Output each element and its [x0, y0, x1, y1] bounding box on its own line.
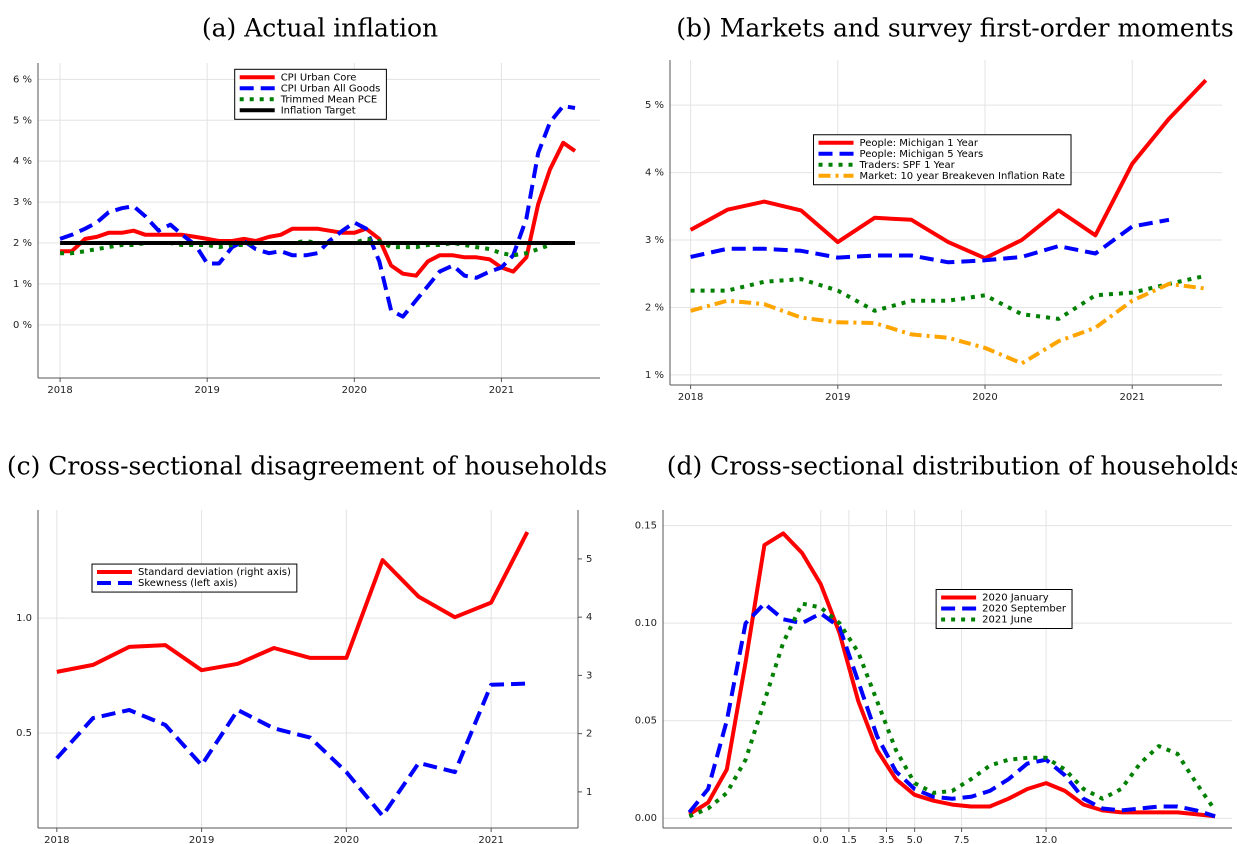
series-line	[55, 681, 528, 818]
series-line	[690, 273, 1207, 321]
y-tick-label: 4 %	[645, 168, 664, 179]
legend-box	[91, 563, 298, 593]
series-line	[56, 531, 530, 674]
legend-label: Traders: SPF 1 Year	[859, 160, 956, 171]
legend-label: 2020 September	[982, 604, 1067, 615]
chart-title: (d) Cross-sectional distribution of hous…	[667, 452, 1237, 481]
y-tick-label: 6 %	[13, 74, 32, 85]
y2-tick-label: 1	[586, 787, 592, 798]
series-line	[688, 531, 1216, 819]
chart-title: (a) Actual inflation	[202, 14, 438, 43]
y2-tick-label: 3	[586, 670, 592, 681]
y-tick-label: 2 %	[13, 238, 32, 249]
x-tick-label: 2018	[678, 392, 703, 403]
x-tick-label: 12.0	[1035, 835, 1057, 844]
x-tick-label: 5.0	[907, 835, 923, 844]
y-tick-label: 2 %	[645, 302, 664, 313]
legend-label: Trimmed Mean PCE	[280, 94, 377, 105]
x-tick-label: 2021	[478, 835, 503, 844]
y-tick-label: 0.10	[635, 618, 657, 629]
chart-title: (c) Cross-sectional disagreement of hous…	[7, 452, 607, 481]
x-tick-label: 2020	[342, 385, 367, 396]
legend-label: 2020 January	[982, 593, 1049, 604]
series-line	[60, 140, 577, 278]
legend-box	[813, 134, 1072, 186]
series-line	[690, 281, 1207, 366]
y-tick-label: 0.15	[635, 521, 657, 532]
legend-label: Market: 10 year Breakeven Inflation Rate	[860, 171, 1066, 182]
legend-label: Standard deviation (right axis)	[138, 567, 291, 578]
y-tick-label: 5 %	[13, 115, 32, 126]
legend-label: 2021 June	[982, 615, 1032, 626]
y-tick-label: 5 %	[645, 100, 664, 111]
x-tick-label: 2019	[825, 392, 850, 403]
x-tick-label: 7.5	[954, 835, 970, 844]
y-tick-label: 4 %	[13, 156, 32, 167]
y-tick-label: 1 %	[645, 370, 664, 381]
series-line	[687, 601, 1216, 819]
y-tick-label: 0 %	[13, 320, 32, 331]
series-line	[59, 104, 576, 319]
y-tick-label: 1.0	[16, 613, 32, 624]
legend-label: CPI Urban Core	[281, 72, 357, 83]
y2-tick-label: 2	[586, 729, 592, 740]
x-tick-label: 2021	[489, 385, 514, 396]
x-tick-label: 2018	[47, 385, 72, 396]
legend-label: CPI Urban All Goods	[281, 83, 381, 94]
legend-label: Skewness (left axis)	[138, 578, 238, 589]
y2-tick-label: 4	[586, 612, 592, 623]
x-tick-label: 3.5	[879, 835, 895, 844]
x-tick-label: 1.5	[841, 835, 857, 844]
legend-label: People: Michigan 1 Year	[860, 138, 979, 149]
legend-label: Inflation Target	[281, 105, 356, 116]
x-tick-label: 2020	[972, 392, 997, 403]
x-tick-label: 2019	[189, 835, 214, 844]
y-tick-label: 3 %	[13, 197, 32, 208]
series-line	[690, 217, 1170, 265]
chart-title: (b) Markets and survey first-order momen…	[676, 14, 1233, 43]
legend-label: People: Michigan 5 Years	[860, 149, 984, 160]
series-line	[689, 78, 1208, 261]
y2-tick-label: 5	[586, 554, 592, 565]
x-tick-label: 2019	[194, 385, 219, 396]
y-tick-label: 3 %	[645, 235, 664, 246]
y-tick-label: 0.5	[16, 728, 32, 739]
x-tick-label: 2021	[1119, 392, 1144, 403]
y-tick-label: 1 %	[13, 279, 32, 290]
y-tick-label: 0.00	[635, 813, 657, 824]
legend: Standard deviation (right axis)Skewness …	[91, 563, 298, 593]
y-tick-label: 0.05	[635, 716, 657, 727]
x-tick-label: 2020	[334, 835, 359, 844]
x-tick-label: 2018	[44, 835, 69, 844]
x-tick-label: 0.0	[813, 835, 829, 844]
series-line	[688, 601, 1217, 819]
